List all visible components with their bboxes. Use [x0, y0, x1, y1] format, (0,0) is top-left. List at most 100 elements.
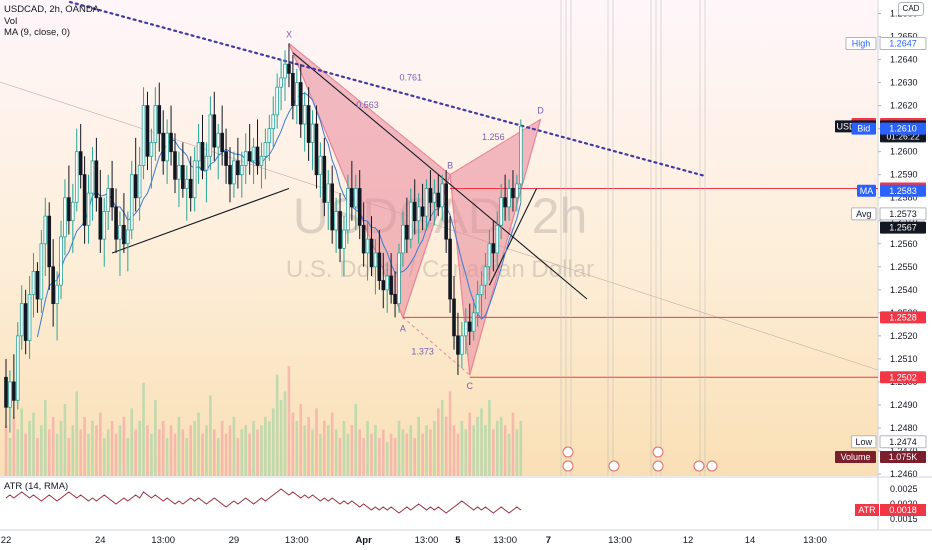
candle — [137, 147, 142, 221]
volume-bar — [389, 433, 393, 476]
currency-button[interactable]: CAD — [898, 2, 924, 16]
candle-body — [357, 188, 362, 226]
candle-body — [298, 82, 303, 125]
volume-bar — [366, 421, 369, 476]
atr-value-label: 0.0018 — [889, 505, 917, 515]
candle-body — [428, 188, 433, 203]
candle-body — [12, 381, 16, 401]
event-flag-icon — [608, 460, 620, 472]
price-label-box — [880, 311, 926, 324]
volume-bar — [185, 437, 189, 476]
price-tick-label: 1.2540 — [890, 285, 918, 295]
price-tick-label: 1.2520 — [890, 331, 918, 341]
candle — [401, 211, 405, 267]
candle-body — [499, 197, 503, 226]
candle — [43, 197, 48, 276]
price-tick-label: 1.2650 — [890, 32, 918, 42]
candle — [287, 43, 291, 88]
pattern-point-label-d: D — [537, 105, 544, 115]
candle-body — [295, 82, 299, 107]
candle — [63, 179, 67, 256]
candle — [47, 202, 52, 290]
volume-bar — [216, 437, 220, 476]
volume-bar — [173, 433, 177, 476]
price-label-value: 1.2573 — [889, 209, 917, 219]
volume-bar — [283, 391, 287, 476]
candle-body — [192, 160, 197, 199]
candle — [334, 197, 338, 253]
volume-indicator-label[interactable]: Vol — [4, 15, 18, 27]
candle — [361, 202, 366, 267]
chart-legend: USDCAD, 2h, OANDA Vol MA (9, close, 0) — [4, 4, 99, 39]
event-flag-icon — [562, 446, 574, 458]
candle — [232, 151, 236, 198]
candle-body — [487, 243, 492, 268]
atr-indicator-label[interactable]: ATR (14, RMA) — [4, 481, 69, 492]
price-label-box — [880, 451, 926, 463]
volume-bar — [495, 421, 499, 476]
volume-bar — [28, 421, 31, 476]
price-tick-label: 1.2570 — [890, 216, 918, 226]
volume-bar — [354, 404, 358, 476]
volume-bar — [209, 395, 212, 476]
volume-bar — [71, 425, 75, 476]
candle — [298, 64, 303, 138]
time-tick-label: 5 — [455, 535, 461, 546]
candle — [440, 174, 445, 221]
volume-bar — [503, 425, 507, 476]
candle-body — [224, 151, 228, 166]
candle — [23, 289, 28, 355]
atr-name-box — [855, 504, 879, 516]
candle — [90, 147, 95, 221]
candle-body — [279, 77, 283, 88]
volume-bar — [248, 433, 251, 476]
candle — [259, 142, 264, 189]
volume-bar — [32, 412, 35, 476]
symbol-title[interactable]: USDCAD, 2h, OANDA — [4, 4, 100, 15]
pattern-ratio-label: 1.373 — [411, 346, 434, 356]
volume-bar — [291, 412, 295, 476]
volume-bar — [189, 425, 193, 476]
candle — [302, 91, 307, 152]
price-tick-label: 1.2550 — [890, 262, 918, 272]
volume-bar — [157, 429, 161, 476]
time-tick-label: 13:00 — [803, 535, 827, 546]
candle — [275, 73, 279, 129]
candle — [314, 105, 319, 189]
price-label-box — [879, 36, 927, 50]
candle-body — [491, 243, 496, 254]
watermark-description: U.S. Dollar / Canadian Dollar — [286, 256, 594, 283]
candle — [200, 114, 205, 180]
price-label-tag — [835, 451, 876, 463]
volume-bar — [260, 425, 263, 476]
candle — [78, 124, 83, 189]
candle — [330, 165, 334, 244]
candle-body — [216, 132, 221, 148]
volume-bar — [126, 437, 130, 476]
candle-body — [291, 72, 295, 107]
ma-indicator-label[interactable]: MA (9, close, 0) — [4, 27, 70, 38]
candle-body — [228, 165, 232, 185]
volume-bar — [385, 442, 389, 476]
volume-bar — [374, 425, 377, 476]
volume-bar — [287, 366, 291, 476]
time-tick-label: 13:00 — [493, 535, 517, 546]
volume-bar — [154, 399, 157, 476]
candle-body — [444, 183, 448, 240]
volume-bar — [464, 429, 468, 476]
candle-body — [4, 376, 8, 408]
volume-bar — [409, 425, 413, 476]
volume-bar — [460, 421, 464, 476]
candle — [196, 124, 201, 184]
candle — [67, 165, 71, 235]
candle-body — [31, 270, 36, 295]
candle-body — [416, 206, 421, 222]
candle — [27, 275, 32, 359]
candle-body — [94, 160, 99, 199]
candle — [279, 59, 283, 111]
candle-body — [27, 294, 32, 341]
candle-body — [232, 160, 236, 185]
volume-bar — [326, 425, 330, 476]
candle — [373, 239, 378, 295]
